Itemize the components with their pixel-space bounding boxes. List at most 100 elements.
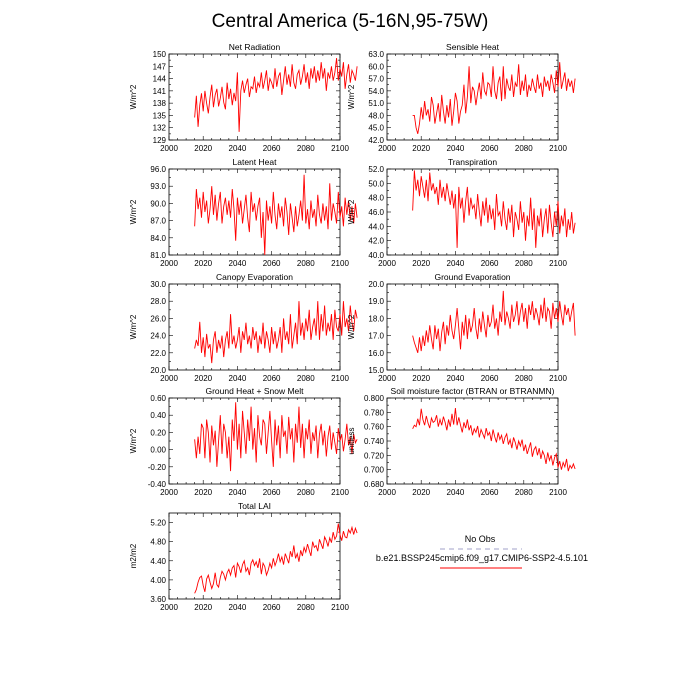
y-tick-label: 24.0 xyxy=(150,332,166,341)
y-tick-label: 52.0 xyxy=(368,165,384,174)
panels-container: Net Radiation 2000 2020 2040 2060 2080 2100 150… xyxy=(129,42,576,612)
y-tick-label: 90.0 xyxy=(150,199,166,208)
x-tick-label: 2000 xyxy=(160,374,178,383)
y-tick-label: 4.40 xyxy=(150,557,166,566)
series-line xyxy=(194,301,358,364)
panel-title: Net Radiation xyxy=(229,42,281,52)
x-tick-label: 2100 xyxy=(331,374,349,383)
y-tick-label: 63.0 xyxy=(368,50,384,59)
x-tick-label: 2040 xyxy=(447,259,465,268)
y-tick-label: 96.0 xyxy=(150,165,166,174)
y-tick-label: 135 xyxy=(153,111,167,120)
y-tick-label: 44.0 xyxy=(368,222,384,231)
x-tick-label: 2100 xyxy=(549,144,567,153)
y-tick-label: 20.0 xyxy=(150,366,166,375)
y-tick-label: 42.0 xyxy=(368,136,384,145)
y-tick-label: 19.0 xyxy=(368,297,384,306)
panel-canopy-evaporation: Canopy Evaporation 2000 2020 2040 2060 2080 21… xyxy=(129,272,358,383)
x-tick-label: 2000 xyxy=(160,488,178,497)
y-axis-label: W/m^2 xyxy=(129,428,138,453)
panel-title: Soil moisture factor (BTRAN or BTRANMN) xyxy=(391,386,555,396)
y-tick-label: 138 xyxy=(153,99,167,108)
x-tick-label: 2000 xyxy=(378,144,396,153)
y-tick-label: 0.700 xyxy=(364,466,385,475)
y-tick-label: 0.60 xyxy=(150,394,166,403)
y-tick-label: 48.0 xyxy=(368,194,384,203)
panel-sensible-heat: Sensible Heat 2000 2020 2040 2060 2080 2100 63.… xyxy=(347,42,576,153)
y-tick-label: 16.0 xyxy=(368,349,384,358)
legend-model-label: b.e21.BSSP245cmip6.f09_g17.CMIP6-SSP2-4.… xyxy=(376,553,588,563)
y-tick-label: 4.00 xyxy=(150,576,166,585)
y-tick-label: -0.20 xyxy=(148,463,167,472)
x-tick-label: 2100 xyxy=(331,488,349,497)
series-line xyxy=(412,62,576,134)
series-line xyxy=(412,290,576,353)
x-tick-label: 2080 xyxy=(297,603,315,612)
x-tick-label: 2040 xyxy=(229,488,247,497)
x-tick-label: 2040 xyxy=(447,374,465,383)
panel-title: Ground Heat + Snow Melt xyxy=(205,386,304,396)
x-tick-label: 2080 xyxy=(297,144,315,153)
y-tick-label: -0.40 xyxy=(148,480,167,489)
y-tick-label: 81.0 xyxy=(150,251,166,260)
panel-net-radiation: Net Radiation 2000 2020 2040 2060 2080 2100 150… xyxy=(129,42,358,153)
panel-title: Ground Evaporation xyxy=(434,272,510,282)
y-tick-label: 150 xyxy=(153,50,167,59)
x-tick-label: 2080 xyxy=(297,488,315,497)
y-axis-label: W/m^2 xyxy=(347,199,356,224)
y-axis-label: W/m^2 xyxy=(347,314,356,339)
y-tick-label: 18.0 xyxy=(368,314,384,323)
x-tick-label: 2020 xyxy=(194,603,212,612)
y-tick-label: 0.780 xyxy=(364,408,385,417)
panel-title: Total LAI xyxy=(238,501,271,511)
y-tick-label: 0.800 xyxy=(364,394,385,403)
x-tick-label: 2060 xyxy=(263,603,281,612)
y-tick-label: 42.0 xyxy=(368,237,384,246)
x-tick-label: 2000 xyxy=(378,259,396,268)
series-line xyxy=(194,58,358,132)
y-axis-label: unitless xyxy=(347,427,356,454)
x-tick-label: 2000 xyxy=(378,374,396,383)
y-tick-label: 5.20 xyxy=(150,519,166,528)
plot-frame xyxy=(168,512,341,600)
y-tick-label: 51.0 xyxy=(368,99,384,108)
y-axis-label: W/m^2 xyxy=(347,84,356,109)
y-tick-label: 87.0 xyxy=(150,217,166,226)
y-tick-label: 50.0 xyxy=(368,179,384,188)
x-tick-label: 2060 xyxy=(263,488,281,497)
y-tick-label: 60.0 xyxy=(368,62,384,71)
y-axis-label: W/m^2 xyxy=(129,314,138,339)
x-tick-label: 2060 xyxy=(263,374,281,383)
x-tick-label: 2040 xyxy=(229,144,247,153)
x-tick-label: 2000 xyxy=(160,603,178,612)
plot-frame xyxy=(386,397,559,485)
x-tick-label: 2000 xyxy=(378,488,396,497)
y-tick-label: 0.00 xyxy=(150,446,166,455)
y-tick-label: 147 xyxy=(153,62,167,71)
y-tick-label: 0.680 xyxy=(364,480,385,489)
x-tick-label: 2080 xyxy=(297,259,315,268)
x-tick-label: 2080 xyxy=(297,374,315,383)
x-tick-label: 2020 xyxy=(194,144,212,153)
x-tick-label: 2000 xyxy=(160,259,178,268)
x-tick-label: 2060 xyxy=(481,144,499,153)
series-line xyxy=(194,402,358,472)
x-tick-label: 2020 xyxy=(412,488,430,497)
y-tick-label: 20.0 xyxy=(368,280,384,289)
panel-title: Transpiration xyxy=(448,157,498,167)
x-tick-label: 2080 xyxy=(515,259,533,268)
x-tick-label: 2040 xyxy=(229,259,247,268)
y-axis-label: W/m^2 xyxy=(129,84,138,109)
x-tick-label: 2020 xyxy=(412,374,430,383)
x-tick-label: 2100 xyxy=(331,259,349,268)
y-tick-label: 132 xyxy=(153,124,167,133)
series-line xyxy=(194,523,358,594)
y-tick-label: 0.20 xyxy=(150,428,166,437)
x-tick-label: 2040 xyxy=(229,374,247,383)
series-line xyxy=(194,174,358,256)
x-tick-label: 2080 xyxy=(515,488,533,497)
y-tick-label: 48.0 xyxy=(368,111,384,120)
x-tick-label: 2040 xyxy=(447,488,465,497)
y-axis-label: W/m^2 xyxy=(129,199,138,224)
plot-frame xyxy=(386,168,559,256)
